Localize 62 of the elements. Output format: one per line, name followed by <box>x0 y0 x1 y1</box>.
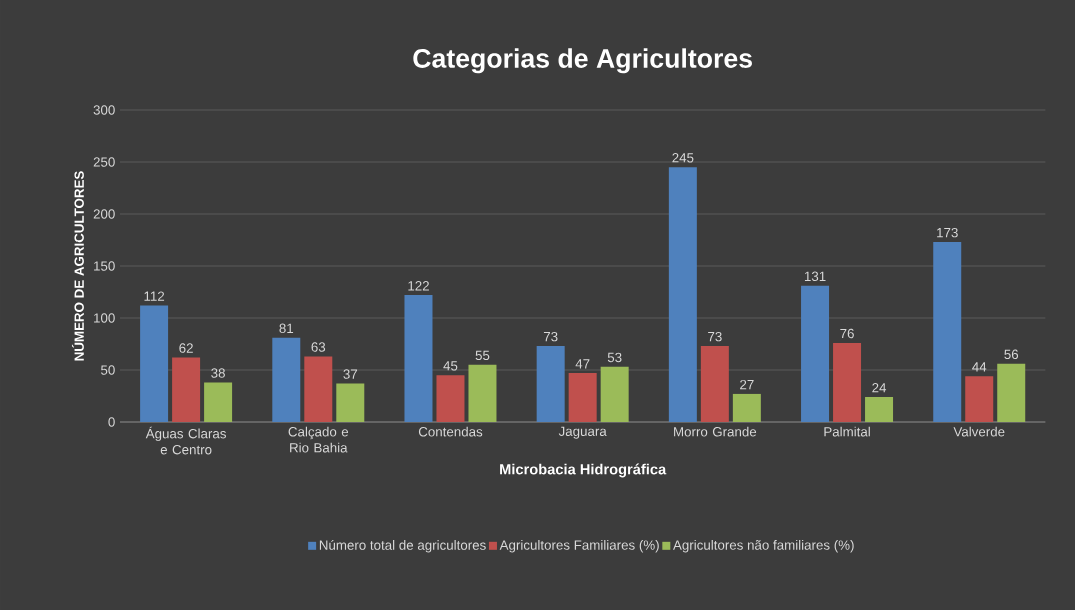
data-label: 63 <box>311 342 326 352</box>
x-tick-label: Águas Claras e Centro <box>145 426 226 455</box>
data-label: 55 <box>475 350 490 361</box>
bar <box>272 337 301 422</box>
bar <box>172 357 201 422</box>
y-axis-title: NÚMERO DE AGRICULTORES <box>71 171 84 361</box>
x-tick-label: Valverde <box>953 426 1005 437</box>
y-tick-label: 300 <box>93 105 115 115</box>
data-label: 53 <box>607 352 622 363</box>
data-label: 47 <box>575 359 590 369</box>
bar <box>600 366 629 422</box>
data-label: 44 <box>972 362 987 372</box>
data-label: 24 <box>872 383 887 393</box>
data-label: 56 <box>1004 349 1019 360</box>
data-label: 27 <box>740 379 754 390</box>
data-label: 245 <box>672 153 694 163</box>
x-tick-label: Morro Grande <box>674 426 757 437</box>
x-axis-title: Microbacia Hidrográfica <box>500 463 667 478</box>
bar <box>732 393 761 422</box>
data-label: 62 <box>179 343 193 353</box>
data-label: 73 <box>543 331 558 342</box>
data-label: 37 <box>343 369 358 379</box>
y-tick-label: 250 <box>93 157 115 167</box>
x-tick-label: Palmital <box>824 426 870 437</box>
y-tick-label: 50 <box>101 365 115 375</box>
bar <box>568 373 597 422</box>
data-label: 81 <box>279 323 294 334</box>
y-tick-label: 100 <box>94 313 115 323</box>
data-label: 112 <box>144 291 165 301</box>
bar <box>140 305 169 422</box>
data-label: 122 <box>408 281 429 291</box>
data-label: 173 <box>937 227 958 238</box>
data-label: 131 <box>804 271 826 282</box>
bar <box>204 382 233 422</box>
legend-label: Agricultores Familiares (%) <box>499 539 659 553</box>
bar <box>997 363 1026 422</box>
bar <box>933 242 962 422</box>
bar <box>536 346 565 422</box>
bar <box>404 295 433 422</box>
bar <box>304 356 333 422</box>
y-tick-label: 150 <box>94 261 115 271</box>
y-tick-label: 0 <box>108 417 115 427</box>
x-tick-label: Jaguara <box>558 426 607 439</box>
data-label: 38 <box>211 368 225 378</box>
bar <box>336 383 365 422</box>
legend-label: Agricultores não familiares (%) <box>673 539 854 553</box>
legend-label: Número total de agricultores <box>319 539 486 553</box>
bar <box>436 375 465 422</box>
x-tick-label: Contendas <box>418 426 483 437</box>
x-tick-label: Calçado e Rio Bahia <box>288 426 349 453</box>
bar <box>700 346 729 422</box>
data-label: 73 <box>708 331 722 342</box>
bar <box>468 364 497 422</box>
bar <box>833 342 862 422</box>
y-tick-label: 200 <box>93 209 115 219</box>
bar <box>668 167 697 422</box>
bar <box>965 376 994 422</box>
data-label: 45 <box>443 361 458 371</box>
data-label: 76 <box>840 328 854 339</box>
bar <box>865 397 894 422</box>
chart-title: Categorias de Agricultores <box>413 48 752 74</box>
bar <box>801 285 830 422</box>
